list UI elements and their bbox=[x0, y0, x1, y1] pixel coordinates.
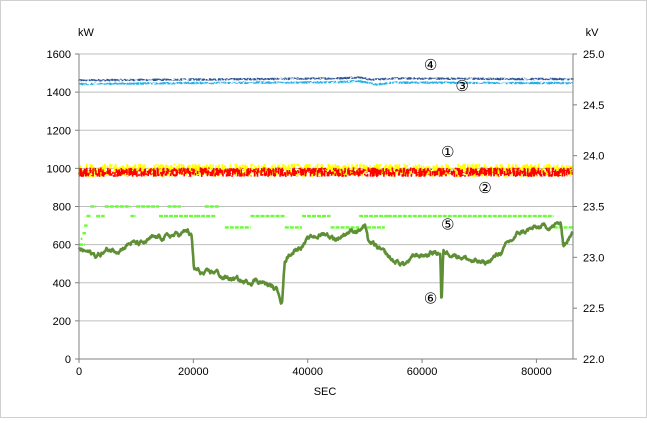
y-right-tick-label: 23.5 bbox=[583, 202, 604, 214]
series-marker-s1: ① bbox=[441, 144, 454, 161]
y-right-tick-label: 24.0 bbox=[583, 151, 604, 163]
x-tick-label: 60000 bbox=[407, 366, 438, 378]
series-marker-s5: ⑤ bbox=[441, 216, 454, 233]
y-right-tick-label: 22.5 bbox=[583, 303, 604, 315]
series-s6 bbox=[77, 221, 574, 305]
y-left-unit: kW bbox=[78, 27, 95, 39]
x-axis-label: SEC bbox=[314, 386, 337, 398]
y-right-unit: kV bbox=[586, 27, 600, 39]
x-tick-label: 20000 bbox=[178, 366, 209, 378]
x-tick-label: 0 bbox=[76, 366, 82, 378]
y-left-tick-label: 0 bbox=[65, 354, 71, 366]
y-right-tick-label: 23.0 bbox=[583, 252, 604, 264]
y-left-tick-label: 1200 bbox=[47, 125, 71, 137]
series-s5 bbox=[79, 205, 573, 246]
series-markers: ① ② ③ ④ ⑤ ⑥ bbox=[424, 57, 492, 308]
series-marker-s6: ⑥ bbox=[424, 291, 437, 308]
y-left-tick-label: 1600 bbox=[47, 49, 71, 61]
y-left-tick-label: 200 bbox=[53, 316, 71, 328]
y-left-tick-label: 600 bbox=[53, 240, 71, 252]
y-right-tick-label: 25.0 bbox=[583, 49, 604, 61]
y-right-tick-label: 22.0 bbox=[583, 354, 604, 366]
y-left-tick-label: 1000 bbox=[47, 163, 71, 175]
y-left-tick-label: 400 bbox=[53, 278, 71, 290]
series-s6-line bbox=[77, 221, 574, 305]
series-marker-s4: ④ bbox=[424, 57, 437, 74]
series-marker-s3: ③ bbox=[455, 78, 468, 95]
axes: 0 200 400 600 800 1000 1200 1400 1600 22.0 22.5 23.… bbox=[47, 49, 605, 378]
y-left-tick-label: 800 bbox=[53, 202, 71, 214]
y-left-tick-label: 1400 bbox=[47, 87, 71, 99]
series-marker-s2: ② bbox=[478, 180, 491, 197]
y-right-tick-label: 24.5 bbox=[583, 100, 604, 112]
x-tick-label: 80000 bbox=[521, 366, 552, 378]
x-tick-label: 40000 bbox=[292, 366, 323, 378]
